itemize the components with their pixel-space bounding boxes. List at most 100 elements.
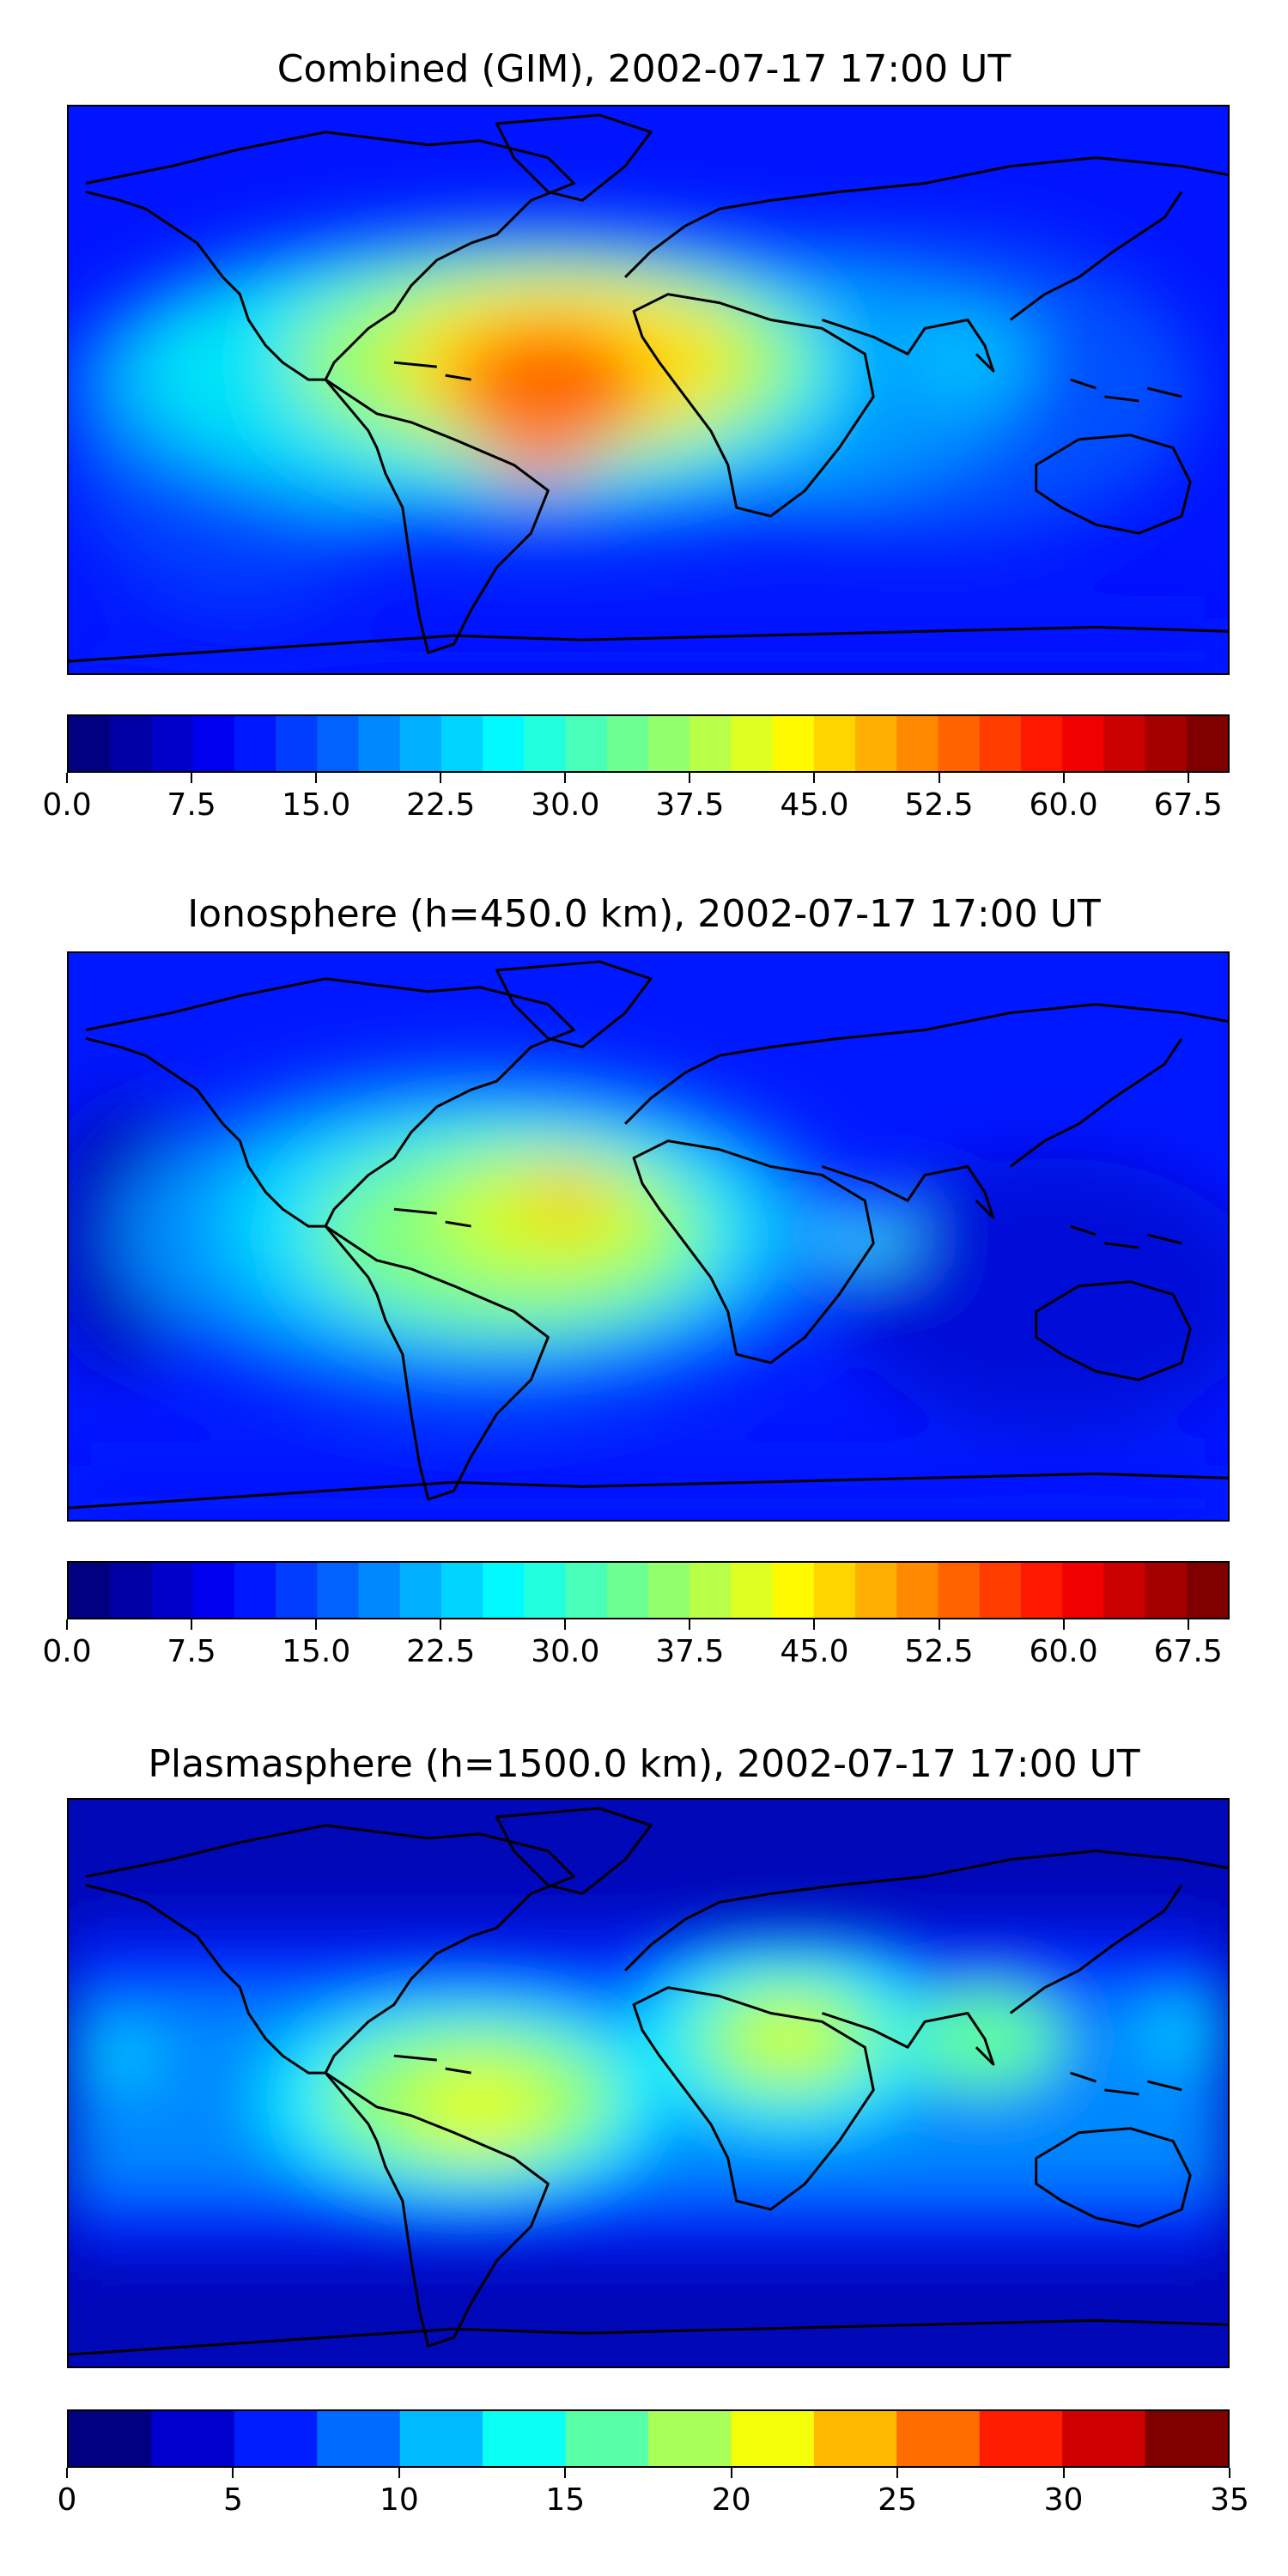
colorbar-level: [1020, 716, 1063, 771]
colorbar-level: [1145, 1563, 1188, 1618]
colorbar-level: [813, 1563, 856, 1618]
colorbar-level: [317, 1563, 360, 1618]
colorbar-tick: [232, 2468, 234, 2478]
colorbar-level: [1062, 2411, 1146, 2466]
colorbar-tick-label: 37.5: [655, 1634, 725, 1669]
colorbar-level: [896, 716, 939, 771]
colorbar-level: [731, 1563, 774, 1618]
colorbar-level: [979, 716, 1022, 771]
colorbar-tick-label: 30.0: [531, 1634, 600, 1669]
colorbar-ticks: 0 5 10 15 20 25 30 35: [58, 2468, 1249, 2519]
plasmasphere-tec-map: [67, 1798, 1230, 2368]
colorbar-tick-label: 25: [878, 2482, 918, 2518]
colorbar-tick: [440, 773, 442, 783]
colorbar-tick: [191, 773, 193, 783]
map-field: [69, 1800, 1228, 2366]
colorbar-level: [565, 2411, 649, 2466]
colorbar-level: [69, 2411, 153, 2466]
colorbar-level: [979, 1563, 1022, 1618]
colorbar-tick: [730, 2468, 732, 2478]
colorbar-tick-label: 30: [1043, 2482, 1084, 2518]
colorbar-level: [938, 716, 981, 771]
colorbar-tick-label: 20: [711, 2482, 751, 2518]
colorbar-tick-label: 15.0: [282, 787, 351, 823]
colorbar-level: [606, 716, 649, 771]
colorbar-level: [813, 2411, 897, 2466]
colorbar-tick-label: 7.5: [167, 787, 216, 823]
colorbar-level: [483, 2411, 567, 2466]
colorbar-ticks: 0.0 7.5 15.0 22.5 30.0 37.5 45.0 52.5 60.0 67.5: [42, 1619, 1230, 1671]
colorbar-tick-label: 0.0: [42, 1634, 92, 1669]
combined-tec-map: [67, 105, 1230, 675]
colorbar-tick-label: 10: [379, 2482, 419, 2518]
colorbar-tick-label: 0.0: [42, 787, 92, 823]
colorbar-level: [483, 1563, 525, 1618]
colorbar-level: [690, 1563, 732, 1618]
colorbar-tick-label: 5: [222, 2482, 243, 2518]
colorbar-tick-label: 22.5: [406, 787, 476, 823]
colorbar-level: [1186, 1563, 1228, 1618]
colorbar-level: [151, 716, 194, 771]
colorbar-tick-label: 67.5: [1153, 1634, 1223, 1669]
colorbar-level: [151, 2411, 235, 2466]
colorbar-tick: [689, 1619, 691, 1630]
colorbar-tick: [1062, 773, 1065, 783]
colorbar-level: [731, 2411, 815, 2466]
colorbar-level: [772, 1563, 815, 1618]
colorbar-tick: [1187, 773, 1189, 783]
colorbar-level: [358, 716, 401, 771]
colorbar-tick-label: 30.0: [531, 787, 600, 823]
colorbar-level: [1020, 1563, 1063, 1618]
colorbar-tick-label: 60.0: [1029, 787, 1098, 823]
colorbar-level: [69, 716, 111, 771]
colorbar-level: [399, 2411, 483, 2466]
colorbar-level: [855, 1563, 897, 1618]
colorbar-level: [440, 716, 483, 771]
colorbar-tick-label: 52.5: [904, 1634, 974, 1669]
colorbar-level: [648, 1563, 690, 1618]
map-field: [69, 953, 1228, 1520]
colorbar-level: [979, 2411, 1063, 2466]
colorbar-tick: [938, 773, 940, 783]
colorbar-level: [1062, 1563, 1104, 1618]
colorbar-tick: [896, 2468, 899, 2478]
colorbar-level: [151, 1563, 194, 1618]
colorbar-tick: [1187, 1619, 1189, 1630]
colorbar-level: [648, 716, 690, 771]
colorbar-tick: [66, 2468, 68, 2478]
colorbar-level: [399, 1563, 442, 1618]
colorbar-tick-label: 67.5: [1153, 787, 1223, 823]
colorbar-tick: [398, 2468, 400, 2478]
colorbar-ticks: 0.0 7.5 15.0 22.5 30.0 37.5 45.0 52.5 60.0 67.5: [42, 773, 1230, 824]
colorbar-tick: [440, 1619, 442, 1630]
colorbar-tick-label: 22.5: [406, 1634, 476, 1669]
colorbar-tick-label: 15: [545, 2482, 586, 2518]
colorbar-level: [813, 716, 856, 771]
colorbar-level: [896, 1563, 939, 1618]
colorbar: [67, 2409, 1230, 2468]
colorbar-tick: [1062, 2468, 1065, 2478]
map-title: Ionosphere (h=450.0 km), 2002-07-17 17:0…: [187, 892, 1101, 936]
colorbar-level: [399, 716, 442, 771]
colorbar-tick: [66, 1619, 68, 1630]
colorbar-level: [234, 716, 276, 771]
colorbar-tick-label: 52.5: [904, 787, 974, 823]
colorbar-level: [234, 1563, 276, 1618]
colorbar-level: [772, 716, 815, 771]
colorbar-level: [69, 1563, 111, 1618]
colorbar-level: [1145, 716, 1188, 771]
colorbar-level: [896, 2411, 981, 2466]
colorbar-tick: [1062, 1619, 1065, 1630]
colorbar-tick: [938, 1619, 940, 1630]
colorbar-tick: [813, 773, 816, 783]
colorbar-level: [731, 716, 774, 771]
colorbar-tick-label: 60.0: [1029, 1634, 1098, 1669]
colorbar-tick: [564, 773, 567, 783]
colorbar-level: [440, 1563, 483, 1618]
colorbar-tick-label: 37.5: [655, 787, 725, 823]
colorbar-level: [1103, 716, 1146, 771]
colorbar-level: [317, 716, 360, 771]
colorbar-level: [192, 1563, 235, 1618]
colorbar: [67, 714, 1230, 773]
map-field: [69, 106, 1228, 673]
